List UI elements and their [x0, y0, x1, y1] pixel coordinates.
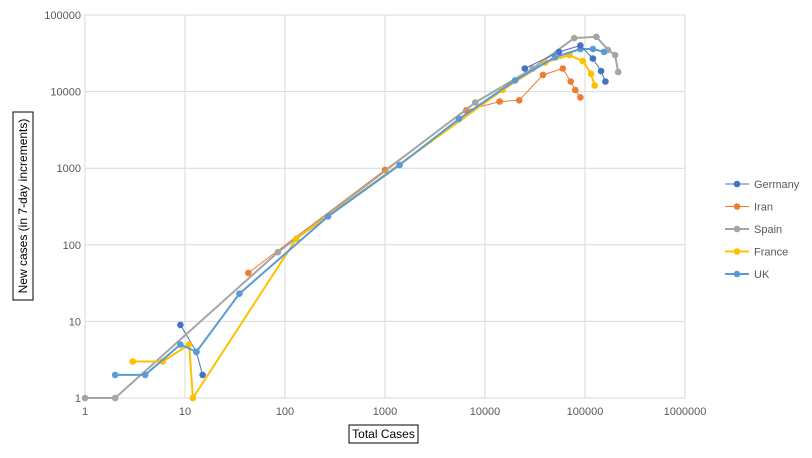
data-point-france — [129, 358, 136, 365]
data-point-spain — [611, 51, 619, 59]
x-tick-label: 1 — [82, 406, 88, 418]
y-axis-title: New cases (in 7-day increments) — [16, 119, 30, 294]
data-point-france — [293, 235, 300, 242]
legend-marker — [733, 248, 741, 255]
data-point-spain — [274, 248, 282, 256]
legend-item-iran: Iran — [725, 202, 773, 214]
legend-item-spain: Spain — [725, 224, 782, 236]
data-point-iran — [559, 65, 567, 72]
data-point-uk — [141, 371, 149, 379]
data-point-iran — [496, 98, 503, 105]
series-spain — [81, 33, 622, 402]
series-uk — [111, 45, 608, 379]
data-point-uk — [551, 54, 559, 61]
legend-marker — [733, 225, 741, 233]
data-point-uk — [396, 161, 403, 169]
legend-marker — [733, 203, 741, 210]
legend-marker — [733, 180, 741, 188]
x-tick-label: 100000 — [567, 406, 604, 418]
data-point-uk — [600, 48, 608, 56]
y-tick-label: 1 — [75, 393, 81, 405]
data-point-iran — [572, 86, 579, 94]
x-axis-title-frame — [348, 424, 419, 444]
data-point-france — [587, 70, 595, 78]
legend-label: Iran — [754, 202, 773, 214]
legend-label: Spain — [754, 224, 782, 236]
y-tick-label: 10000 — [50, 87, 81, 99]
y-tick-label: 100000 — [44, 10, 81, 22]
data-point-uk — [324, 213, 332, 220]
data-point-iran — [567, 78, 574, 85]
x-tick-label: 100 — [276, 406, 294, 418]
data-point-iran — [245, 269, 252, 277]
data-point-germany — [555, 48, 563, 56]
data-point-spain — [472, 99, 479, 106]
series-germany — [521, 42, 609, 85]
x-tick-label: 1000 — [373, 406, 397, 418]
data-point-germany — [577, 42, 584, 49]
data-point-spain — [81, 394, 89, 402]
data-point-germany — [521, 65, 529, 72]
data-point-germany — [589, 55, 597, 62]
data-point-spain — [111, 394, 119, 402]
legend-marker — [733, 270, 741, 278]
series-line-spain — [85, 35, 620, 399]
data-point-uk — [236, 290, 243, 298]
data-point-iran — [577, 94, 584, 101]
x-tick-label: 10000 — [470, 406, 501, 418]
legend-item-uk: UK — [725, 269, 770, 281]
legend-item-france: France — [725, 247, 788, 259]
data-point-uk — [511, 77, 519, 84]
data-point-france — [185, 341, 193, 348]
data-point-uk — [455, 115, 463, 123]
x-axis-title-box: Total Cases — [348, 424, 419, 444]
data-point-uk — [193, 348, 200, 356]
y-axis-title-box: New cases (in 7-day increments) — [12, 111, 34, 301]
data-point-france — [579, 57, 587, 65]
x-tick-label: 10 — [179, 406, 191, 418]
data-point-spain — [593, 33, 600, 41]
data-point-uk — [111, 371, 119, 379]
data-point-germany — [602, 78, 609, 85]
legend-label: UK — [754, 269, 770, 281]
data-point-iran — [539, 71, 547, 79]
x-tick-labels: 1 10 100 1000 10000 100000 1000000 — [82, 406, 706, 418]
x-axis-title: Total Cases — [352, 427, 415, 441]
y-tick-label: 1000 — [57, 163, 81, 175]
data-point-germany — [199, 371, 206, 379]
data-point-germany — [177, 321, 184, 329]
y-tick-label: 10 — [69, 316, 81, 328]
data-point-spain — [570, 34, 578, 42]
data-point-france — [591, 82, 598, 89]
legend-item-germany: Germany — [725, 179, 800, 191]
y-axis-title-frame — [12, 111, 34, 301]
y-tick-labels: 1 10 100 1000 10000 100000 — [44, 10, 81, 405]
legend-label: France — [754, 247, 788, 259]
y-tick-label: 100 — [63, 240, 81, 252]
data-point-uk — [589, 45, 597, 53]
x-tick-label: 1000000 — [664, 406, 707, 418]
legend-label: Germany — [754, 179, 800, 191]
legend: Germany Iran Spain France UK — [725, 179, 800, 281]
gridlines — [84, 14, 686, 399]
data-point-france — [189, 394, 197, 402]
data-point-iran — [515, 97, 523, 104]
data-point-spain — [614, 68, 622, 76]
data-point-germany — [597, 67, 605, 75]
data-point-uk — [177, 341, 184, 348]
series-group — [81, 33, 622, 402]
